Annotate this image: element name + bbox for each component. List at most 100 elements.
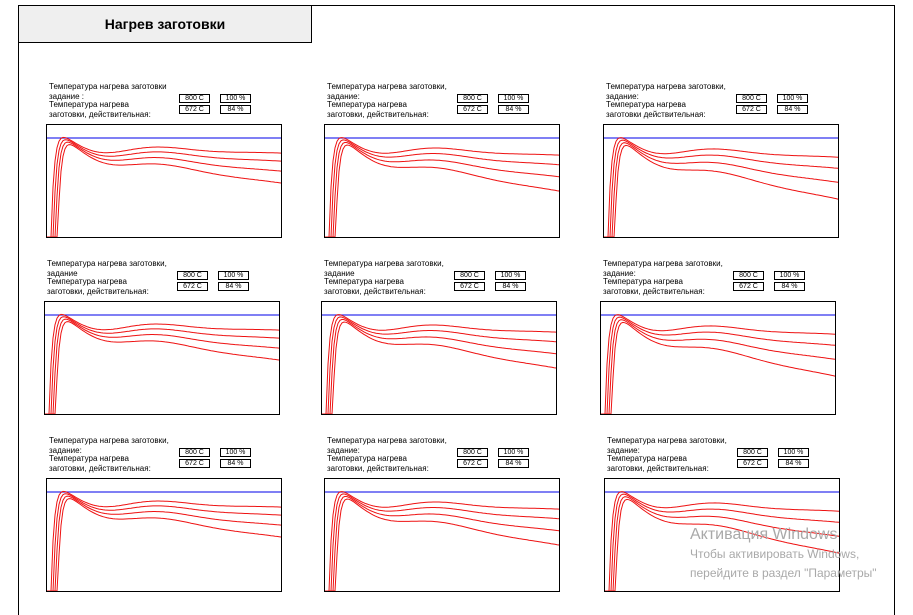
actual-temperature-trace (47, 136, 281, 237)
setpoint-label-line1: Температура нагрева заготовки, (327, 436, 447, 445)
actual-value-field: 672 C (179, 459, 210, 468)
trend-chart-svg (325, 491, 559, 591)
trend-chart-svg (601, 314, 835, 414)
setpoint-value-field: 800 C (733, 271, 764, 280)
actual-temperature-trace (47, 141, 281, 237)
trend-panel: Температура нагрева заготовки, задание: Те… (603, 82, 843, 250)
setpoint-value-field: 800 C (179, 94, 210, 103)
actual-temperature-trace (322, 316, 556, 414)
actual-label-line2: заготовки, действительная: (49, 464, 151, 473)
actual-temperature-trace (322, 318, 556, 414)
trend-panel: Температура нагрева заготовки, задание: Те… (600, 259, 840, 427)
actual-label-line2: заготовки, действительная: (324, 287, 426, 296)
setpoint-value-field: 800 C (457, 448, 488, 457)
setpoint-label-line2: задание: (327, 446, 360, 455)
actual-label-line1: Температура нагрева (606, 100, 686, 109)
trend-chart-svg (322, 314, 556, 414)
actual-label-line1: Температура нагрева (324, 277, 404, 286)
temperature-trend-plot (604, 478, 840, 592)
watermark-title: Активация Windows (690, 526, 838, 543)
setpoint-value-field: 800 C (179, 448, 210, 457)
actual-value-field: 672 C (177, 282, 208, 291)
actual-label-line2: заготовки, действительная: (47, 287, 149, 296)
actual-label-line1: Температура нагрева (603, 277, 683, 286)
actual-value-field: 672 C (736, 105, 767, 114)
setpoint-percent-field: 100 % (495, 271, 526, 280)
actual-value-field: 672 C (733, 282, 764, 291)
actual-percent-field: 84 % (220, 105, 251, 114)
actual-temperature-trace (47, 495, 281, 591)
actual-percent-field: 84 % (220, 459, 251, 468)
actual-value-field: 672 C (457, 105, 488, 114)
actual-label-line1: Температура нагрева (327, 454, 407, 463)
setpoint-label-line2: задание (47, 269, 78, 278)
trend-panel: Температура нагрева заготовки, задание Тем… (44, 259, 284, 427)
setpoint-label-line1: Температура нагрева заготовки, (327, 82, 447, 91)
temperature-trend-plot (46, 124, 282, 238)
setpoint-value-field: 800 C (454, 271, 485, 280)
setpoint-percent-field: 100 % (220, 448, 251, 457)
setpoint-label-line1: Температура нагрева заготовки, (324, 259, 444, 268)
setpoint-label-line2: задание: (603, 269, 636, 278)
temperature-trend-plot (46, 478, 282, 592)
setpoint-label-line1: Температура нагрева заготовки, (603, 259, 723, 268)
setpoint-value-field: 800 C (177, 271, 208, 280)
actual-temperature-trace (45, 321, 279, 414)
actual-temperature-trace (322, 321, 556, 414)
setpoint-value-field: 800 C (457, 94, 488, 103)
setpoint-percent-field: 100 % (498, 448, 529, 457)
screen-title: Нагрев заготовки (18, 5, 312, 43)
actual-temperature-trace (605, 498, 839, 591)
trend-chart-svg (604, 137, 838, 237)
setpoint-value-field: 800 C (736, 94, 767, 103)
actual-label-line1: Температура нагрева (47, 277, 127, 286)
actual-temperature-trace (45, 318, 279, 414)
trend-chart-svg (45, 313, 279, 414)
actual-label-line2: заготовки, действительная: (327, 110, 429, 119)
actual-temperature-trace (325, 144, 559, 237)
actual-percent-field: 84 % (495, 282, 526, 291)
actual-temperature-trace (325, 141, 559, 237)
setpoint-label-line1: Температура нагрева заготовки, (606, 82, 726, 91)
actual-label-line1: Температура нагрева (607, 454, 687, 463)
actual-percent-field: 84 % (777, 105, 808, 114)
actual-temperature-trace (605, 491, 839, 591)
actual-value-field: 672 C (454, 282, 485, 291)
setpoint-label-line2: задание: (607, 446, 640, 455)
temperature-trend-plot (44, 301, 280, 415)
temperature-trend-plot (321, 301, 557, 415)
actual-temperature-trace (47, 498, 281, 591)
actual-percent-field: 84 % (774, 282, 805, 291)
actual-temperature-trace (605, 493, 839, 591)
trend-chart-svg (47, 490, 281, 591)
trend-chart-svg (325, 137, 559, 237)
setpoint-label-line2: задание: (327, 92, 360, 101)
setpoint-percent-field: 100 % (778, 448, 809, 457)
windows-activation-watermark: Активация Windows Чтобы активировать Win… (690, 525, 877, 583)
actual-value-field: 672 C (737, 459, 768, 468)
actual-temperature-trace (47, 144, 281, 237)
actual-temperature-trace (325, 498, 559, 591)
setpoint-label-line1: Температура нагрева заготовки, (49, 436, 169, 445)
actual-temperature-trace (45, 316, 279, 414)
actual-label-line2: заготовки, действительная: (49, 110, 151, 119)
setpoint-label-line2: задание (324, 269, 355, 278)
setpoint-label-line2: задание: (606, 92, 639, 101)
actual-label-line2: заготовки, действительная: (603, 287, 705, 296)
actual-temperature-trace (325, 137, 559, 237)
setpoint-label-line1: Температура нагрева заготовки (49, 82, 167, 91)
actual-label-line1: Температура нагрева (49, 100, 129, 109)
setpoint-percent-field: 100 % (777, 94, 808, 103)
actual-temperature-trace (601, 316, 835, 414)
actual-temperature-trace (604, 144, 838, 237)
actual-percent-field: 84 % (498, 459, 529, 468)
watermark-text-line2: перейдите в раздел "Параметры" (690, 566, 877, 580)
actual-label-line2: заготовки, действительная: (607, 464, 709, 473)
actual-temperature-trace (325, 491, 559, 591)
trend-panel: Температура нагрева заготовки, задание: Те… (46, 436, 286, 604)
actual-temperature-trace (47, 139, 281, 237)
actual-temperature-trace (325, 495, 559, 591)
setpoint-label-line1: Температура нагрева заготовки, (607, 436, 727, 445)
actual-percent-field: 84 % (218, 282, 249, 291)
setpoint-percent-field: 100 % (220, 94, 251, 103)
